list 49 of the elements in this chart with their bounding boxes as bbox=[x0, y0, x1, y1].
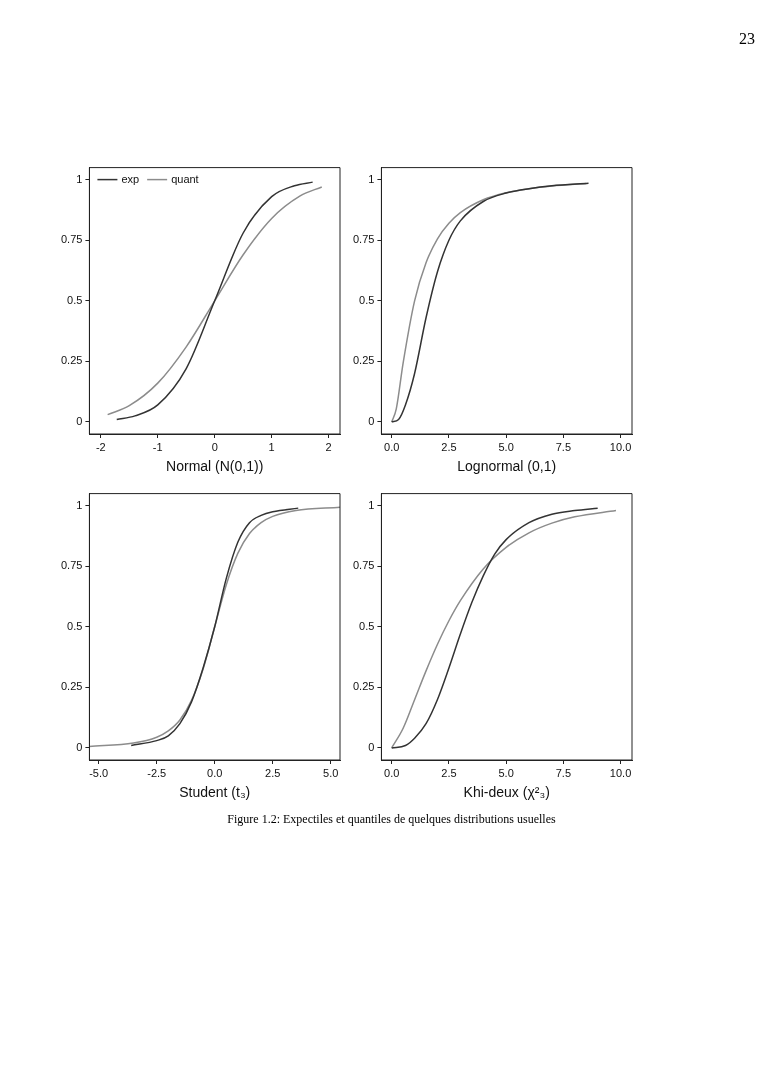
x-tick-label: -2 bbox=[95, 440, 106, 453]
x-tick-label: -5.0 bbox=[89, 766, 109, 779]
y-tick-label: 0 bbox=[76, 740, 83, 753]
legend-label: exp bbox=[121, 172, 140, 185]
x-tick-label: 10.0 bbox=[609, 766, 632, 779]
y-tick-label: 1 bbox=[368, 498, 375, 511]
x-tick-label: 2.5 bbox=[441, 766, 457, 779]
x-tick-label: 1 bbox=[268, 440, 275, 453]
x-tick-label: -2.5 bbox=[147, 766, 167, 779]
x-tick-label: 2.5 bbox=[441, 440, 457, 453]
x-tick-label: 10.0 bbox=[609, 440, 632, 453]
caption: Figure 1.2: Expectiles et quantiles de quelques distributions usuelles bbox=[226, 812, 557, 827]
x-axis-title: Lognormal (0,1) bbox=[457, 458, 557, 475]
y-tick-label: 0.75 bbox=[60, 559, 83, 572]
y-tick-label: 1 bbox=[368, 172, 375, 185]
line-series bbox=[130, 507, 299, 747]
y-tick-label: 0.5 bbox=[359, 619, 375, 632]
x-axis-title: Student (t₃) bbox=[179, 784, 251, 801]
y-tick-label: 0.75 bbox=[352, 233, 375, 246]
x-tick-label: 7.5 bbox=[555, 766, 571, 779]
x-tick-label: 0.0 bbox=[384, 766, 400, 779]
x-tick-label: 0.0 bbox=[207, 766, 223, 779]
x-axis-title: Khi-deux (χ²₃) bbox=[463, 784, 550, 801]
y-tick-label: 0 bbox=[368, 414, 375, 427]
x-tick-label: 0 bbox=[211, 440, 218, 453]
x-tick-label: 2 bbox=[325, 440, 332, 453]
x-tick-label: 0.0 bbox=[384, 440, 400, 453]
x-axis-title: Normal (N(0,1)) bbox=[166, 458, 264, 475]
y-tick-label: 0.25 bbox=[352, 680, 375, 693]
y-tick-label: 0.5 bbox=[359, 293, 375, 306]
x-tick-label: 7.5 bbox=[555, 440, 571, 453]
y-tick-label: 0 bbox=[76, 414, 83, 427]
y-tick-label: 0.25 bbox=[352, 354, 375, 367]
x-tick-label: 5.0 bbox=[498, 440, 514, 453]
y-tick-label: 0.5 bbox=[67, 293, 83, 306]
x-tick-label: 5.0 bbox=[498, 766, 514, 779]
x-tick-label: 5.0 bbox=[323, 766, 339, 779]
y-tick-label: 1 bbox=[76, 172, 83, 185]
y-tick-label: 0.75 bbox=[60, 233, 83, 246]
text: 23 bbox=[739, 30, 755, 48]
legend-label: quant bbox=[171, 172, 199, 185]
x-tick-label: -1 bbox=[152, 440, 163, 453]
y-tick-label: 0.75 bbox=[352, 559, 375, 572]
y-tick-label: 0.25 bbox=[60, 354, 83, 367]
y-tick-label: 0 bbox=[368, 740, 375, 753]
x-tick-label: 2.5 bbox=[265, 766, 281, 779]
y-tick-label: 0.25 bbox=[60, 680, 83, 693]
y-tick-label: 0.5 bbox=[67, 619, 83, 632]
y-tick-label: 1 bbox=[76, 498, 83, 511]
